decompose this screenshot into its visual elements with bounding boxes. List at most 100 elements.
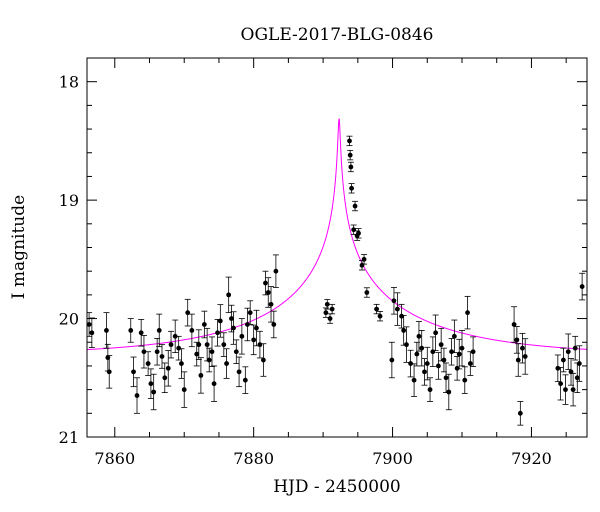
data-point [250,324,257,356]
data-point-marker [349,185,354,191]
data-point [233,339,240,364]
data-point [461,366,468,394]
data-point-marker [260,357,266,363]
data-point-marker [515,357,521,363]
data-point-marker [87,322,92,327]
data-point [181,371,188,408]
model-layer [87,118,587,351]
data-point-marker [172,333,178,339]
data-point-marker [514,337,520,343]
data-point-marker [451,333,457,339]
x-axis-label: HJD - 2450000 [273,477,401,497]
data-point [165,350,172,387]
data-point-marker [217,318,223,324]
data-point-marker [201,322,207,327]
data-point-marker [435,363,441,369]
data-point [197,357,204,394]
data-point-marker [145,361,151,366]
data-point [464,295,471,330]
data-point [470,336,477,367]
data-point-marker [179,361,184,366]
data-point-marker [323,310,329,316]
y-tick-label: 20 [59,310,79,329]
data-point [459,330,465,367]
data-point [159,344,165,369]
data-point-marker [254,325,259,331]
y-axis-label: I magnitude [9,195,29,299]
data-point [348,183,355,194]
data-point [361,254,368,265]
data-point-marker [430,349,436,355]
data-point [432,314,439,351]
chart-title: OGLE-2017-BLG-0846 [241,25,434,45]
data-point-marker [361,256,367,262]
data-point [172,319,179,354]
data-point [517,401,524,426]
data-point [272,254,279,288]
data-point [140,335,147,369]
data-point-marker [159,354,165,359]
data-point [443,362,450,393]
data-point-marker [154,349,160,355]
data-point-marker [351,227,357,233]
data-point [256,330,263,359]
data-point [206,347,213,373]
data-point-marker [138,330,144,336]
data-point-marker [89,330,95,336]
data-point [574,362,581,393]
data-point-marker [574,375,580,381]
data-point-marker [399,313,404,319]
data-point-marker [347,138,352,144]
data-point [363,287,370,298]
data-point-marker [196,342,202,348]
data-point [403,326,410,363]
x-tick-label: 7880 [233,449,274,468]
data-point [214,319,221,347]
data-point-marker [221,342,227,348]
data-point [418,330,425,367]
data-point [438,327,445,362]
data-point-marker [348,164,354,170]
data-point [346,135,353,147]
data-point [265,277,272,308]
data-point [429,336,436,367]
data-point [156,313,163,348]
data-point-marker [156,328,162,333]
data-point-marker [148,381,154,387]
data-point-marker [141,349,147,355]
data-point-marker [329,306,335,312]
data-point-marker [247,310,253,316]
data-point-marker [441,357,447,363]
data-point-marker [572,345,578,351]
data-point-marker [454,365,460,371]
data-point-marker [520,345,525,351]
data-point [579,272,586,301]
data-point [388,341,395,379]
data-point-marker [271,322,277,327]
data-point-marker [465,310,470,316]
data-point [576,345,583,382]
y-tick-label: 21 [59,428,79,447]
data-point-marker [364,290,370,295]
x-tick-label: 7860 [94,449,135,468]
data-point [327,313,334,324]
data-point [373,303,380,315]
data-point-marker [233,349,239,355]
data-point [394,292,401,326]
data-point-marker [206,357,212,363]
data-point-marker [449,349,454,355]
data-point [451,319,458,354]
data-point-marker [251,337,257,343]
data-point [154,338,161,366]
data-point [448,338,455,366]
data-point [178,348,185,379]
data-point [445,373,452,411]
data-point [230,311,237,345]
data-point [138,319,145,347]
data-point [130,356,137,388]
data-point-marker [327,316,333,321]
data-point-marker [168,342,174,348]
data-point-marker [401,328,407,333]
data-point [390,287,397,315]
x-tick-label: 7920 [511,449,552,468]
